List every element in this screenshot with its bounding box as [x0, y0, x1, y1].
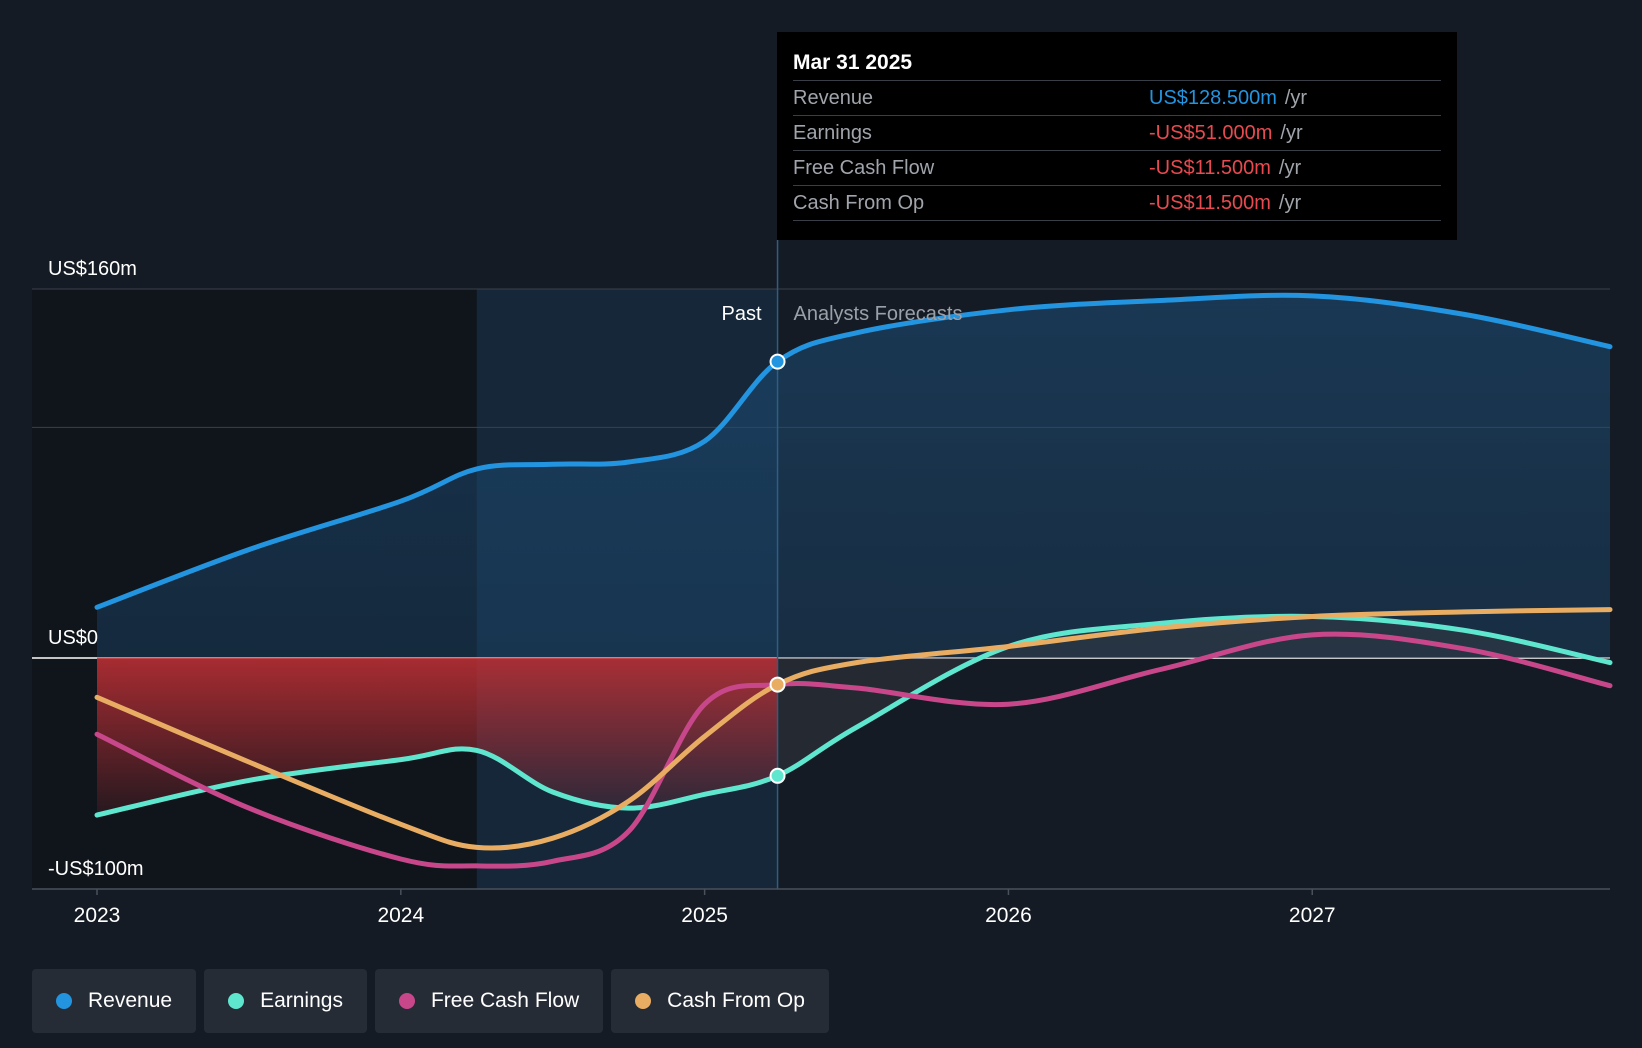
- tooltip-row-cash-from-op: Cash From Op -US$11.500m /yr: [793, 186, 1441, 221]
- legend-item-cash-from-op[interactable]: Cash From Op: [611, 969, 829, 1033]
- legend-label: Cash From Op: [667, 989, 805, 1012]
- legend-label: Free Cash Flow: [430, 989, 580, 1012]
- tooltip-row-earnings: Earnings -US$51.000m /yr: [793, 116, 1441, 151]
- tooltip-label: Cash From Op: [793, 192, 925, 214]
- tooltip-label: Earnings: [793, 122, 872, 144]
- legend-dot-icon: [635, 993, 652, 1009]
- legend-item-revenue[interactable]: Revenue: [32, 969, 197, 1033]
- tooltip-value: -US$51.000m: [1149, 122, 1273, 144]
- marker-earnings: [769, 767, 786, 784]
- tooltip-value: -US$11.500m: [1149, 157, 1271, 179]
- legend-label: Earnings: [260, 989, 343, 1012]
- tooltip-value: US$128.500m: [1149, 87, 1277, 109]
- forecast-label: Analysts Forecasts: [794, 303, 963, 325]
- legend-item-earnings[interactable]: Earnings: [204, 969, 367, 1033]
- tooltip-unit: /yr: [1284, 87, 1308, 109]
- legend-dot-icon: [228, 993, 245, 1009]
- tooltip-label: Free Cash Flow: [793, 157, 935, 179]
- y-tick-label: US$160m: [48, 258, 137, 280]
- tooltip-value: -US$11.500m: [1149, 192, 1271, 214]
- tooltip-unit: /yr: [1278, 192, 1302, 214]
- marker-revenue: [769, 353, 786, 370]
- x-tick-label: 2025: [681, 904, 728, 927]
- legend-dot-icon: [398, 993, 415, 1009]
- tooltip-unit: /yr: [1278, 157, 1302, 179]
- data-tooltip: Mar 31 2025 Revenue US$128.500m /yr Earn…: [777, 32, 1457, 240]
- legend-item-free-cash-flow[interactable]: Free Cash Flow: [374, 969, 604, 1033]
- series-line-free-cash-flow: [94, 631, 1613, 869]
- tooltip-label: Revenue: [793, 87, 874, 109]
- chart-legend: Revenue Earnings Free Cash Flow Cash Fro…: [32, 969, 829, 1033]
- tooltip-row-revenue: Revenue US$128.500m /yr: [793, 81, 1441, 116]
- tooltip-date: Mar 31 2025: [793, 46, 1441, 81]
- revenue-area: [97, 295, 1610, 658]
- marker-cash-from-op: [769, 676, 786, 693]
- past-label: Past: [722, 303, 762, 325]
- tooltip-row-free-cash-flow: Free Cash Flow -US$11.500m /yr: [793, 151, 1441, 186]
- tooltip-unit: /yr: [1280, 122, 1303, 144]
- x-tick-label: 2026: [985, 904, 1032, 927]
- legend-label: Revenue: [88, 989, 173, 1012]
- x-tick-label: 2024: [377, 904, 424, 927]
- x-tick-label: 2023: [74, 904, 121, 927]
- y-tick-label: US$0: [48, 627, 98, 649]
- y-tick-label: -US$100m: [48, 858, 144, 880]
- x-tick-label: 2027: [1289, 904, 1336, 927]
- legend-dot-icon: [56, 993, 72, 1009]
